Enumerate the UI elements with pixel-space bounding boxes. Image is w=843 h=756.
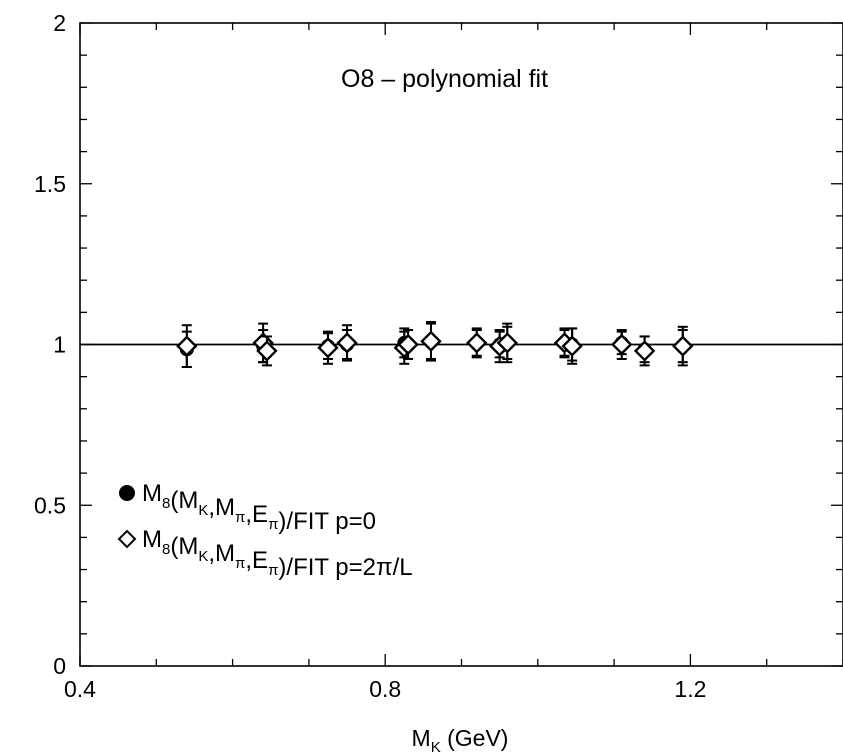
y-ticks: 0 0.5 1 1.5 2	[34, 10, 843, 679]
chart-title: O8 – polynomial fit	[341, 65, 548, 93]
x-axis-title: MK (GeV)	[412, 725, 509, 756]
y-tick-label: 1.5	[34, 171, 66, 197]
data-point-diamond	[420, 330, 442, 352]
legend: M8(MK,Mπ,Eπ)/FIT p=0M8(MK,Mπ,Eπ)/FIT p=2…	[117, 480, 413, 581]
x-tick-label: 0.8	[369, 676, 401, 702]
data-point-diamond	[317, 337, 339, 359]
data-point-diamond	[466, 332, 488, 354]
data-points	[176, 320, 694, 369]
data-point-diamond	[672, 335, 694, 357]
legend-label: M8(MK,Mπ,Eπ)/FIT p=2π/L	[142, 526, 413, 581]
legend-label: M8(MK,Mπ,Eπ)/FIT p=0	[142, 480, 376, 535]
data-point-diamond	[397, 333, 419, 356]
legend-marker-diamond	[117, 529, 137, 549]
x-tick-label: 0.4	[64, 676, 96, 702]
y-tick-label: 0.5	[34, 492, 66, 518]
data-point-diamond	[256, 340, 278, 362]
y-tick-label: 1	[53, 332, 66, 358]
legend-marker-circle	[119, 485, 135, 501]
data-point-diamond	[496, 332, 518, 354]
data-point-diamond	[176, 335, 198, 357]
x-tick-label: 1.2	[674, 676, 706, 702]
data-point-diamond	[633, 340, 656, 362]
y-tick-label: 2	[53, 10, 66, 36]
x-ticks: 0.4 0.8 1.2	[64, 23, 843, 702]
y-tick-label: 0	[53, 653, 66, 679]
data-point-diamond	[561, 335, 583, 357]
data-point-diamond	[336, 332, 358, 354]
data-point-diamond	[611, 333, 633, 356]
